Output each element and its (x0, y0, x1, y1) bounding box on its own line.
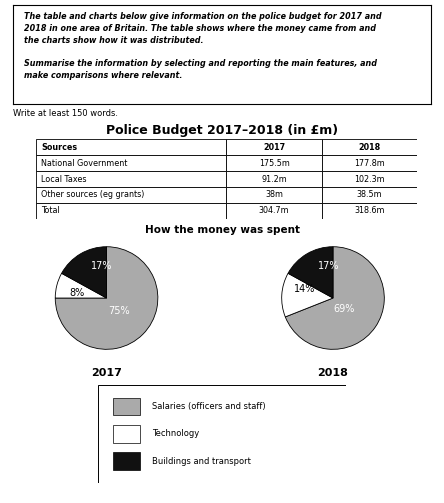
Text: 38.5m: 38.5m (357, 191, 382, 200)
Bar (36, 171, 226, 187)
Bar (226, 203, 322, 219)
Text: 8%: 8% (69, 288, 84, 298)
Text: 2018: 2018 (358, 143, 381, 152)
Wedge shape (285, 247, 385, 349)
Text: Other sources (eg grants): Other sources (eg grants) (41, 191, 145, 200)
Text: 102.3m: 102.3m (354, 175, 385, 184)
Bar (113, 425, 140, 443)
Bar (36, 203, 226, 219)
Bar (113, 453, 140, 470)
Wedge shape (288, 247, 333, 298)
Bar (322, 171, 417, 187)
Wedge shape (55, 247, 158, 349)
Bar (226, 187, 322, 203)
Bar (36, 187, 226, 203)
Bar (36, 155, 226, 171)
Text: Buildings and transport: Buildings and transport (152, 457, 251, 466)
Text: How the money was spent: How the money was spent (144, 225, 300, 235)
Text: 17%: 17% (91, 261, 112, 271)
Text: Write at least 150 words.: Write at least 150 words. (13, 109, 118, 118)
Text: 75%: 75% (109, 306, 130, 316)
Text: 2017: 2017 (263, 143, 285, 152)
Text: The table and charts below give information on the police budget for 2017 and
20: The table and charts below give informat… (24, 12, 381, 80)
Text: 17%: 17% (318, 261, 340, 271)
Text: 175.5m: 175.5m (259, 158, 289, 167)
Wedge shape (55, 273, 107, 298)
Text: Sources: Sources (41, 143, 77, 152)
Text: National Government: National Government (41, 158, 127, 167)
Wedge shape (62, 247, 107, 298)
Bar (113, 397, 140, 415)
Text: 38m: 38m (265, 191, 283, 200)
FancyBboxPatch shape (98, 385, 346, 483)
Text: 91.2m: 91.2m (262, 175, 287, 184)
Bar (226, 171, 322, 187)
Bar (226, 155, 322, 171)
X-axis label: 2017: 2017 (91, 368, 122, 378)
Bar (322, 187, 417, 203)
Bar (36, 139, 226, 155)
Text: Police Budget 2017–2018 (in £m): Police Budget 2017–2018 (in £m) (106, 124, 338, 137)
Bar (322, 203, 417, 219)
Bar (226, 139, 322, 155)
Wedge shape (281, 273, 333, 317)
Bar (322, 155, 417, 171)
X-axis label: 2018: 2018 (317, 368, 349, 378)
Text: 304.7m: 304.7m (259, 206, 289, 215)
Bar (322, 139, 417, 155)
Text: 14%: 14% (294, 284, 316, 294)
Text: 177.8m: 177.8m (354, 158, 385, 167)
Text: Technology: Technology (152, 430, 200, 438)
Text: 318.6m: 318.6m (354, 206, 385, 215)
Text: 69%: 69% (333, 304, 355, 314)
Text: Total: Total (41, 206, 60, 215)
Text: Salaries (officers and staff): Salaries (officers and staff) (152, 402, 266, 411)
Text: Local Taxes: Local Taxes (41, 175, 87, 184)
